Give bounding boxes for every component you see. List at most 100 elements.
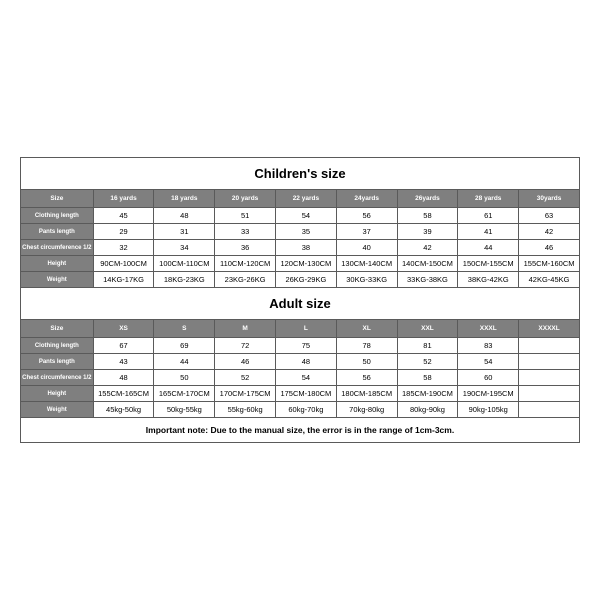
children-title: Children's size (21, 158, 580, 190)
col-header: 20 yards (215, 190, 276, 208)
cell: 18KG-23KG (154, 272, 215, 288)
col-header: 24yards (336, 190, 397, 208)
cell: 70kg-80kg (336, 402, 397, 418)
table-row: Pants length 43 44 46 48 50 52 54 (21, 354, 580, 370)
cell: 36 (215, 240, 276, 256)
table-row: Weight 45kg-50kg 50kg-55kg 55kg-60kg 60k… (21, 402, 580, 418)
cell: 32 (93, 240, 154, 256)
col-header: XL (336, 320, 397, 338)
cell: 33KG-38KG (397, 272, 458, 288)
cell: 90CM-100CM (93, 256, 154, 272)
cell: 155CM-165CM (93, 386, 154, 402)
note-row: Important note: Due to the manual size, … (21, 418, 580, 443)
cell: 180CM-185CM (336, 386, 397, 402)
adult-title: Adult size (21, 288, 580, 320)
cell: 61 (458, 208, 519, 224)
col-header: 18 yards (154, 190, 215, 208)
cell (519, 402, 580, 418)
cell: 38KG-42KG (458, 272, 519, 288)
cell: 54 (276, 370, 337, 386)
table-row: Pants length 29 31 33 35 37 39 41 42 (21, 224, 580, 240)
col-header: S (154, 320, 215, 338)
cell: 60 (458, 370, 519, 386)
cell: 54 (276, 208, 337, 224)
important-note: Important note: Due to the manual size, … (21, 418, 580, 443)
cell: 100CM-110CM (154, 256, 215, 272)
row-label: Weight (21, 402, 94, 418)
cell: 52 (397, 354, 458, 370)
cell: 58 (397, 208, 458, 224)
cell: 50 (336, 354, 397, 370)
cell: 37 (336, 224, 397, 240)
col-header: M (215, 320, 276, 338)
cell: 83 (458, 338, 519, 354)
cell: 51 (215, 208, 276, 224)
cell: 165CM-170CM (154, 386, 215, 402)
cell: 14KG-17KG (93, 272, 154, 288)
cell: 46 (215, 354, 276, 370)
cell: 48 (154, 208, 215, 224)
table-row: Height 155CM-165CM 165CM-170CM 170CM-175… (21, 386, 580, 402)
col-header: Size (21, 320, 94, 338)
cell: 81 (397, 338, 458, 354)
col-header: Size (21, 190, 94, 208)
cell: 35 (276, 224, 337, 240)
cell: 67 (93, 338, 154, 354)
cell: 45 (93, 208, 154, 224)
row-label: Chest circumference 1/2 (21, 240, 94, 256)
cell: 72 (215, 338, 276, 354)
row-label: Height (21, 386, 94, 402)
cell: 185CM-190CM (397, 386, 458, 402)
cell: 44 (458, 240, 519, 256)
table-row: Clothing length 45 48 51 54 56 58 61 63 (21, 208, 580, 224)
cell: 42 (519, 224, 580, 240)
col-header: XS (93, 320, 154, 338)
cell: 38 (276, 240, 337, 256)
col-header: XXXXL (519, 320, 580, 338)
cell: 23KG-26KG (215, 272, 276, 288)
cell: 150CM-155CM (458, 256, 519, 272)
cell: 50 (154, 370, 215, 386)
cell: 90kg-105kg (458, 402, 519, 418)
cell: 56 (336, 208, 397, 224)
adult-title-row: Adult size (21, 288, 580, 320)
size-chart: Children's size Size 16 yards 18 yards 2… (20, 157, 580, 443)
cell: 120CM-130CM (276, 256, 337, 272)
cell (519, 386, 580, 402)
cell (519, 338, 580, 354)
cell: 69 (154, 338, 215, 354)
children-header-row: Size 16 yards 18 yards 20 yards 22 yards… (21, 190, 580, 208)
cell: 58 (397, 370, 458, 386)
table-row: Weight 14KG-17KG 18KG-23KG 23KG-26KG 26K… (21, 272, 580, 288)
col-header: 22 yards (276, 190, 337, 208)
table-row: Clothing length 67 69 72 75 78 81 83 (21, 338, 580, 354)
col-header: XXXL (458, 320, 519, 338)
cell: 26KG-29KG (276, 272, 337, 288)
cell: 60kg-70kg (276, 402, 337, 418)
cell: 42KG-45KG (519, 272, 580, 288)
cell: 31 (154, 224, 215, 240)
cell: 175CM-180CM (276, 386, 337, 402)
col-header: 30yards (519, 190, 580, 208)
cell: 78 (336, 338, 397, 354)
children-title-row: Children's size (21, 158, 580, 190)
cell: 56 (336, 370, 397, 386)
row-label: Pants length (21, 354, 94, 370)
table-row: Chest circumference 1/2 32 34 36 38 40 4… (21, 240, 580, 256)
size-table: Children's size Size 16 yards 18 yards 2… (20, 157, 580, 443)
row-label: Clothing length (21, 208, 94, 224)
cell: 80kg-90kg (397, 402, 458, 418)
row-label: Pants length (21, 224, 94, 240)
cell (519, 354, 580, 370)
adult-header-row: Size XS S M L XL XXL XXXL XXXXL (21, 320, 580, 338)
row-label: Clothing length (21, 338, 94, 354)
cell: 34 (154, 240, 215, 256)
cell: 155CM-160CM (519, 256, 580, 272)
cell: 50kg-55kg (154, 402, 215, 418)
cell: 30KG-33KG (336, 272, 397, 288)
col-header: 26yards (397, 190, 458, 208)
cell: 63 (519, 208, 580, 224)
cell: 45kg-50kg (93, 402, 154, 418)
table-row: Height 90CM-100CM 100CM-110CM 110CM-120C… (21, 256, 580, 272)
col-header: L (276, 320, 337, 338)
